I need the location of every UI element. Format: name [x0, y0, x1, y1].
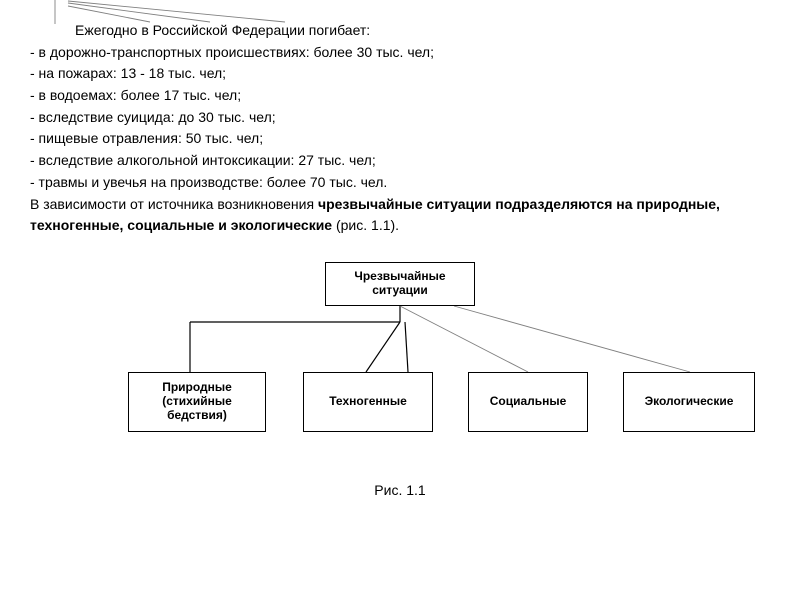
list-item: - вследствие суицида: до 30 тыс. чел; — [30, 107, 770, 129]
list-item: - пищевые отравления: 50 тыс. чел; — [30, 128, 770, 150]
root-node: Чрезвычайные ситуации — [325, 262, 475, 306]
list-item: - на пожарах: 13 - 18 тыс. чел; — [30, 63, 770, 85]
leaf-label: Природные (стихийные бедствия) — [135, 381, 259, 422]
diagram: Чрезвычайные ситуации Природные (стихийн… — [30, 262, 770, 472]
leaf-node: Социальные — [468, 372, 588, 432]
leaf-label: Экологические — [645, 395, 734, 409]
leaf-label: Социальные — [490, 395, 567, 409]
list-item: - вследствие алкогольной интоксикации: 2… — [30, 150, 770, 172]
list-item: - травмы и увечья на производстве: более… — [30, 172, 770, 194]
list-item: - в дорожно-транспортных происшествиях: … — [30, 42, 770, 64]
page: Ежегодно в Российской Федерации погибает… — [0, 0, 800, 600]
leaf-node: Природные (стихийные бедствия) — [128, 372, 266, 432]
leaf-node: Экологические — [623, 372, 755, 432]
intro-line: Ежегодно в Российской Федерации погибает… — [30, 20, 770, 42]
root-label: Чрезвычайные ситуации — [332, 270, 468, 298]
list-item: - в водоемах: более 17 тыс. чел; — [30, 85, 770, 107]
classif-prefix: В зависимости от источника возникновения — [30, 196, 318, 212]
classification-paragraph: В зависимости от источника возникновения… — [30, 194, 770, 237]
leaf-node: Техногенные — [303, 372, 433, 432]
figure-caption: Рис. 1.1 — [30, 482, 770, 498]
leaf-label: Техногенные — [329, 395, 407, 409]
main-text: Ежегодно в Российской Федерации погибает… — [30, 20, 770, 237]
classif-suffix: (рис. 1.1). — [332, 217, 399, 233]
